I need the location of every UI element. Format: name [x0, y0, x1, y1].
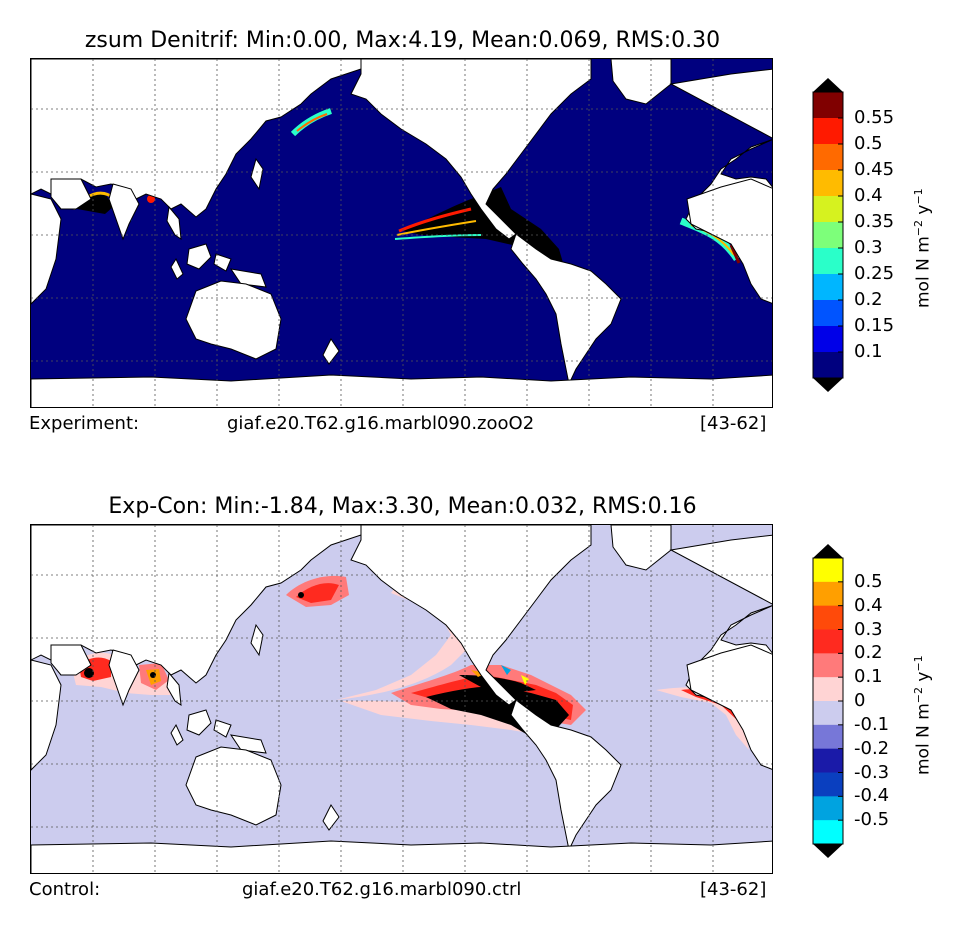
- experiment-years: [43-62]: [700, 413, 767, 434]
- graticule: [31, 59, 772, 407]
- land: [31, 59, 772, 407]
- colorbar-tick-label: 0.15: [854, 315, 895, 336]
- colorbar-extend-top: [813, 78, 843, 92]
- colorbar-swatch: [813, 170, 843, 197]
- colorbar-tick-label: -0.5: [854, 809, 890, 831]
- colorbar-tick-label: 0.4: [854, 594, 883, 616]
- colorbar-tick-label: 0: [854, 690, 866, 711]
- colorbar-swatches: [812, 78, 844, 392]
- colorbar-tick-label: 0.45: [854, 159, 895, 180]
- map-difference-field: [31, 525, 772, 873]
- colorbar-swatch: [813, 196, 843, 223]
- colorbar-swatch: [813, 248, 843, 275]
- diff-bering: [286, 575, 349, 607]
- colorbar-tick-label: 0.2: [854, 642, 883, 664]
- colorbar-swatch: [813, 748, 843, 773]
- colorbar-tick-label: 0.5: [854, 570, 883, 592]
- colorbar-swatch: [813, 796, 843, 821]
- colorbar-tick-label: 0.3: [854, 237, 883, 258]
- colorbar-extend-bottom: [813, 844, 843, 858]
- colorbar-swatch: [813, 677, 843, 702]
- colorbar-swatch: [813, 352, 843, 379]
- map-denitrification: [30, 58, 773, 408]
- colorbar-tick-label: -0.3: [854, 761, 890, 783]
- colorbar-swatch: [813, 724, 843, 750]
- colorbar-swatch: [813, 581, 843, 607]
- map-title: zsum Denitrif: Min:0.00, Max:4.19, Mean:…: [84, 28, 721, 53]
- colorbar-tick-label: -0.4: [854, 785, 890, 807]
- colorbar-tick-label: -0.1: [854, 713, 890, 735]
- colorbar-swatch: [813, 629, 843, 654]
- colorbar-swatch: [813, 558, 843, 583]
- map-difference: [30, 524, 773, 874]
- experiment-name: giaf.e20.T62.g16.marbl090.zooO2: [227, 413, 535, 434]
- colorbar-swatch: [813, 701, 843, 726]
- colorbar-swatch: [813, 222, 843, 249]
- map-denitrification-field: [31, 59, 772, 407]
- experiment-label: Experiment:: [29, 413, 140, 434]
- colorbar-tick-label: 0.2: [854, 289, 883, 310]
- colorbar-tick-label: 0.1: [854, 341, 883, 362]
- colorbar-tick-label: 0.25: [854, 263, 895, 284]
- graticule-diff: [31, 525, 772, 873]
- colorbar-tick-label: 0.3: [854, 618, 883, 640]
- control-label: Control:: [29, 879, 101, 900]
- colorbar-extend-top: [813, 544, 843, 558]
- control-name: giaf.e20.T62.g16.marbl090.ctrl: [242, 879, 522, 900]
- colorbar-swatch: [813, 820, 843, 845]
- colorbar-tick-label: 0.5: [854, 133, 883, 154]
- colorbar-tick-label: 0.4: [854, 185, 883, 206]
- colorbar-units-label: mol N m−2 y−1: [912, 188, 934, 308]
- colorbar-swatch: [813, 326, 843, 353]
- colorbar-swatch: [813, 772, 843, 797]
- colorbar-tick-label: -0.2: [854, 737, 890, 759]
- colorbar-extend-bottom: [813, 378, 843, 392]
- colorbar-diff-swatches: [812, 544, 844, 858]
- colorbar-swatch: [813, 653, 843, 678]
- difference-title: Exp-Con: Min:-1.84, Max:3.30, Mean:0.032…: [108, 494, 697, 519]
- colorbar-swatch: [813, 605, 843, 630]
- land-diff: [31, 525, 772, 873]
- hotspot-bering: [290, 108, 332, 137]
- colorbar-swatch: [813, 274, 843, 301]
- colorbar-tick-label: 0.35: [854, 211, 895, 232]
- control-years: [43-62]: [700, 879, 767, 900]
- colorbar-diff-units-label: mol N m−2 y−1: [912, 655, 934, 775]
- colorbar-swatch: [813, 300, 843, 327]
- colorbar-tick-label: 0.1: [854, 666, 883, 688]
- colorbar-swatch: [813, 92, 843, 119]
- colorbar-swatch: [813, 144, 843, 171]
- colorbar-swatch: [813, 118, 843, 145]
- colorbar-tick-label: 0.55: [854, 107, 895, 128]
